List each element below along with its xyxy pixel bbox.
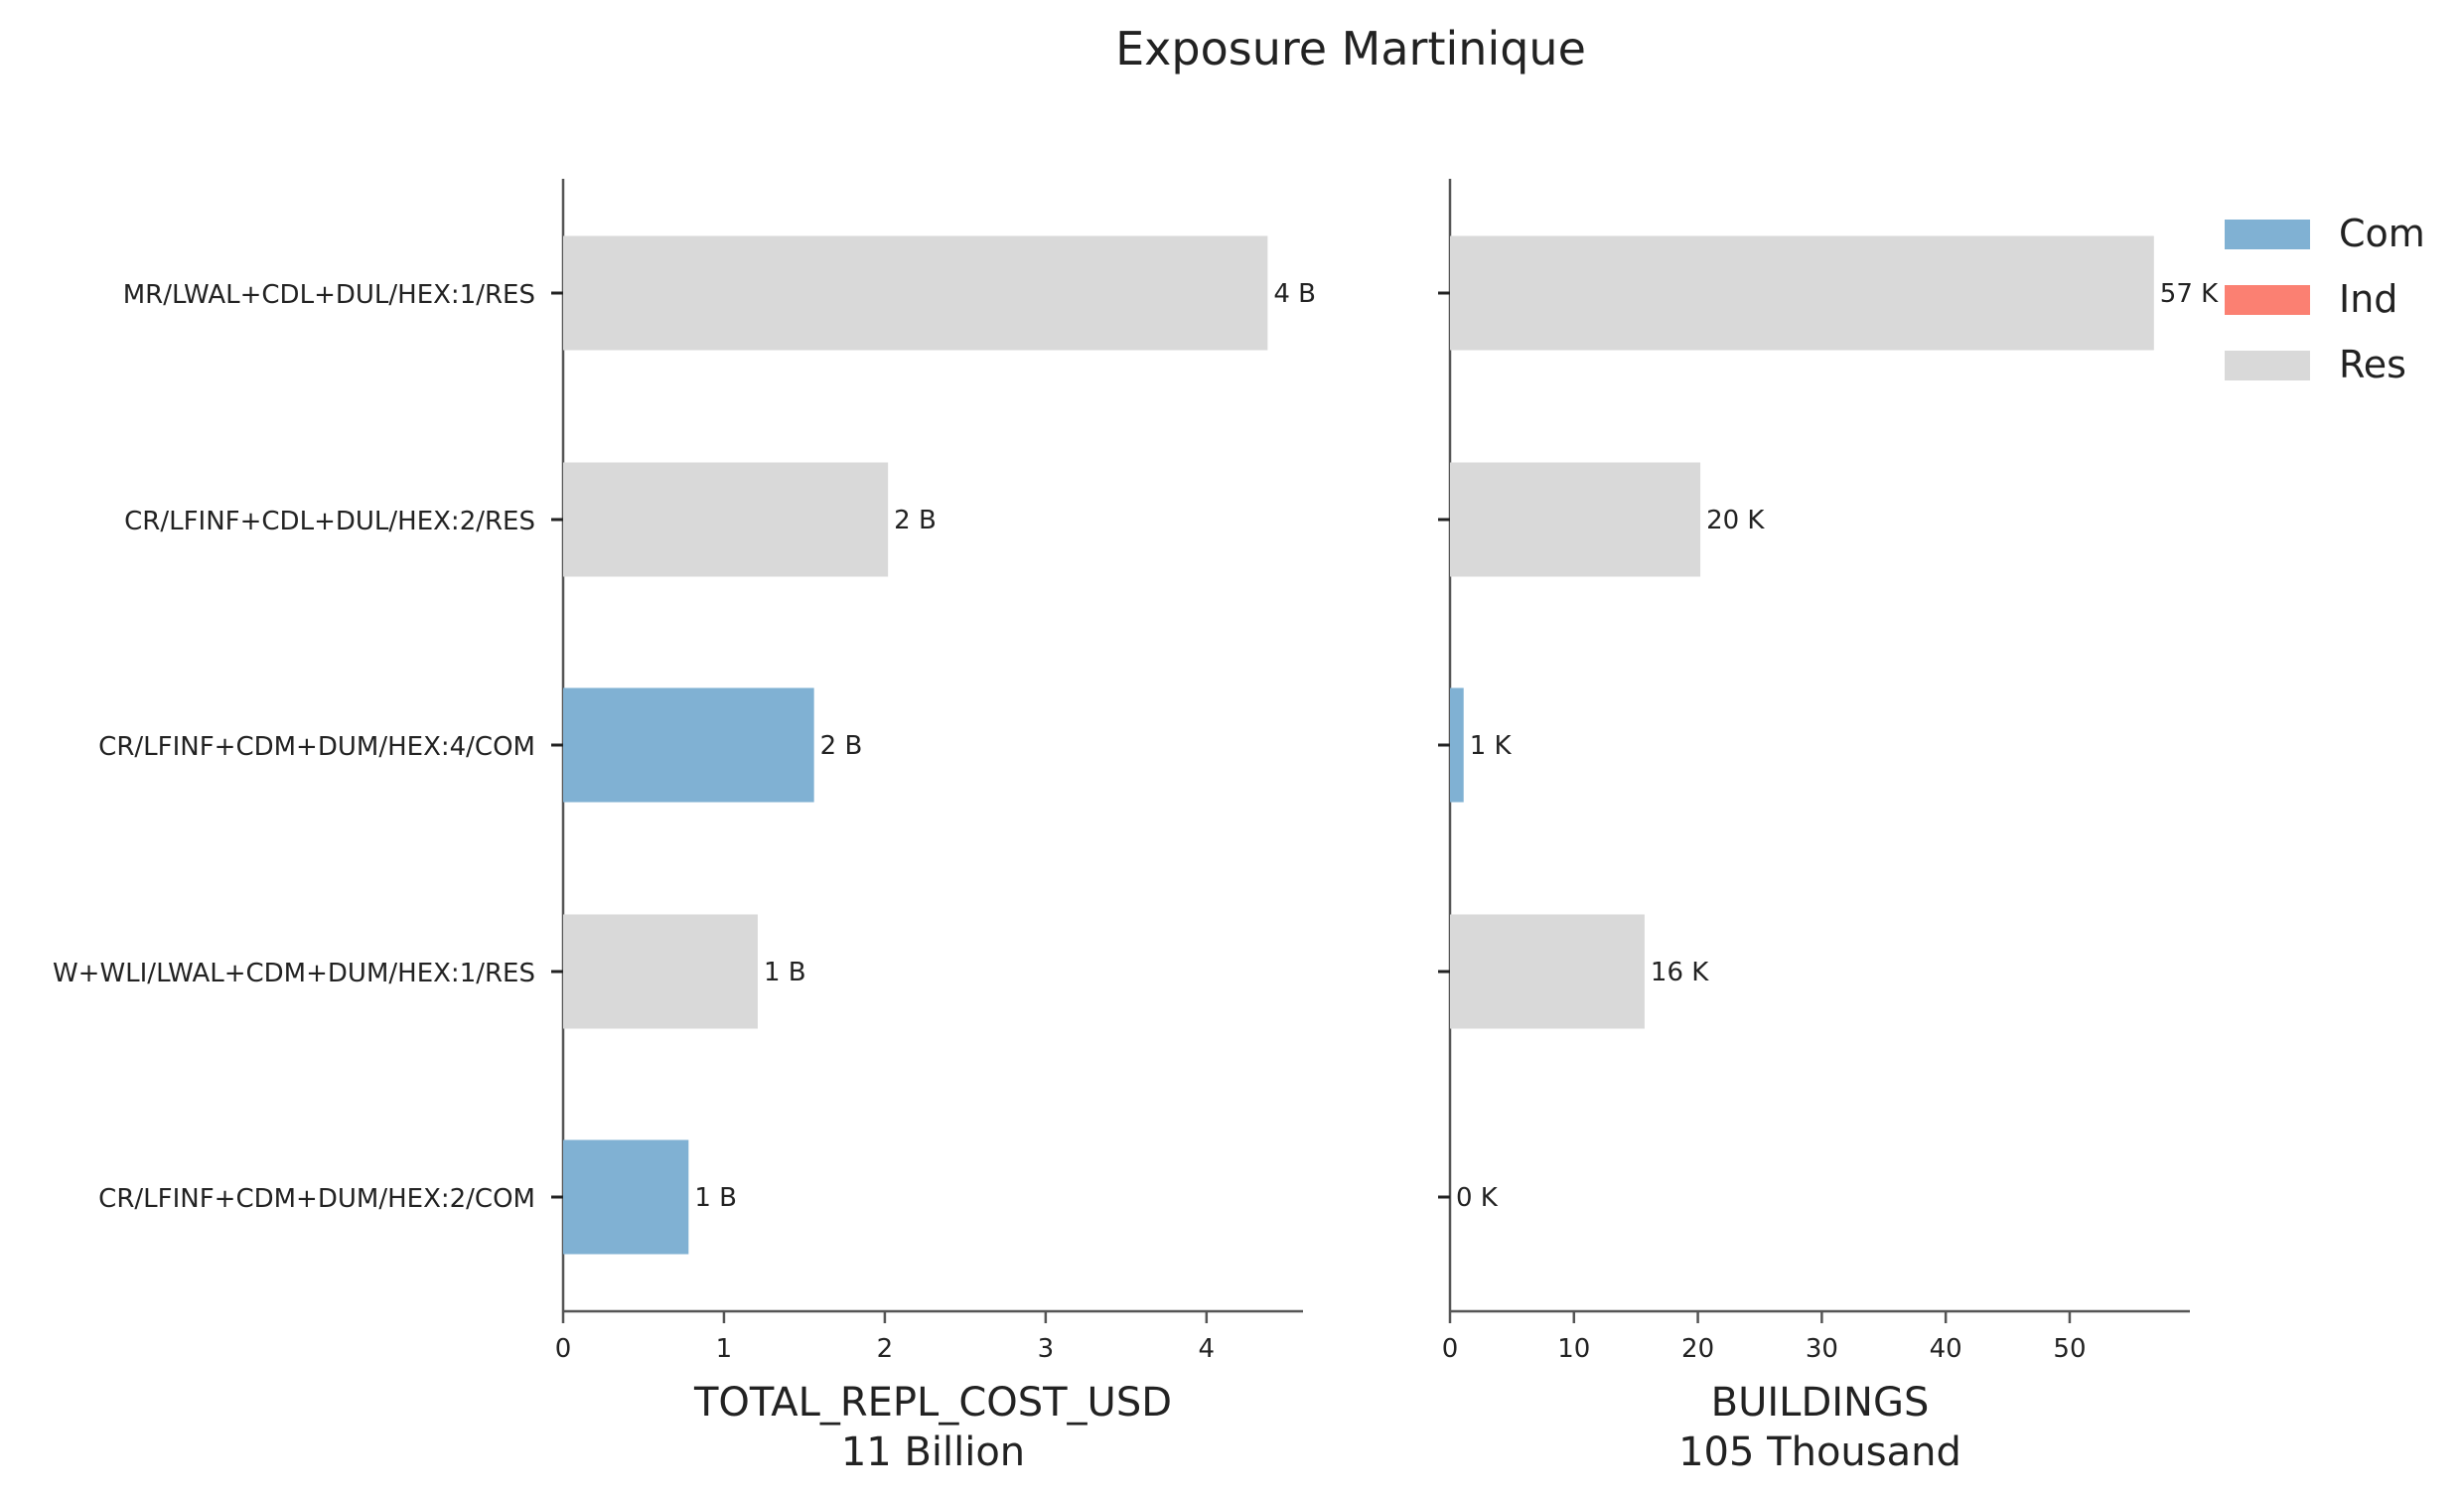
chart-title: Exposure Martinique — [1115, 22, 1586, 75]
bar — [1450, 687, 1464, 803]
bar-value-label: 1 K — [1470, 731, 1513, 761]
x-tick-label: 2 — [877, 1334, 894, 1364]
bar — [1450, 235, 2154, 351]
x-tick-label: 10 — [1557, 1334, 1590, 1364]
x-axis-sublabel: 11 Billion — [841, 1430, 1025, 1475]
legend-swatch — [2225, 351, 2310, 380]
bar-value-label: 4 B — [1273, 279, 1316, 309]
x-axis-label: BUILDINGS — [1711, 1380, 1930, 1426]
category-label: CR/LFINF+CDM+DUM/HEX:4/COM — [98, 732, 535, 762]
bar — [563, 687, 814, 803]
bar — [563, 235, 1268, 351]
legend-swatch — [2225, 285, 2310, 315]
x-tick-label: 20 — [1681, 1334, 1714, 1364]
bar-value-label: 1 B — [764, 958, 806, 987]
category-label: CR/LFINF+CDM+DUM/HEX:2/COM — [98, 1184, 535, 1214]
bar-value-label: 1 B — [694, 1183, 737, 1213]
legend-label: Com — [2339, 212, 2425, 255]
bar — [563, 462, 889, 577]
legend-label: Res — [2339, 343, 2406, 386]
bar-value-label: 0 K — [1456, 1183, 1499, 1213]
panel-2: 57 K 20 K 1 K 16 K 0 K 0 10 20 30 40 50 BUILDINGS10… — [1438, 179, 2219, 1475]
panel-1: 4 B MR/LWAL+CDL+DUL/HEX:1/RES 2 B CR/LFINF+… — [53, 179, 1316, 1475]
category-label: MR/LWAL+CDL+DUL/HEX:1/RES — [123, 280, 535, 310]
bar-value-label: 20 K — [1706, 506, 1765, 535]
x-tick-label: 0 — [1442, 1334, 1459, 1364]
x-tick-label: 40 — [1930, 1334, 1962, 1364]
bar-value-label: 16 K — [1651, 958, 1709, 987]
chart-legend: Com Ind Res — [2225, 212, 2425, 386]
bar — [1450, 462, 1701, 577]
x-tick-label: 0 — [555, 1334, 572, 1364]
bar-value-label: 2 B — [820, 731, 863, 761]
x-axis-sublabel: 105 Thousand — [1678, 1430, 1961, 1475]
x-tick-label: 50 — [2053, 1334, 2086, 1364]
x-tick-label: 30 — [1806, 1334, 1838, 1364]
bar-value-label: 57 K — [2160, 279, 2219, 309]
category-label: W+WLI/LWAL+CDM+DUM/HEX:1/RES — [53, 959, 535, 988]
bar-value-label: 2 B — [894, 506, 937, 535]
bar — [563, 1139, 689, 1255]
category-label: CR/LFINF+CDL+DUL/HEX:2/RES — [124, 507, 535, 536]
bar — [563, 914, 758, 1029]
legend-label: Ind — [2339, 277, 2397, 321]
legend-swatch — [2225, 220, 2310, 249]
x-axis-label: TOTAL_REPL_COST_USD — [693, 1380, 1172, 1426]
bar — [1450, 914, 1645, 1029]
x-tick-label: 3 — [1038, 1334, 1055, 1364]
x-tick-label: 4 — [1199, 1334, 1216, 1364]
chart-panels: 4 B MR/LWAL+CDL+DUL/HEX:1/RES 2 B CR/LFINF+… — [53, 179, 2219, 1475]
x-tick-label: 1 — [716, 1334, 733, 1364]
